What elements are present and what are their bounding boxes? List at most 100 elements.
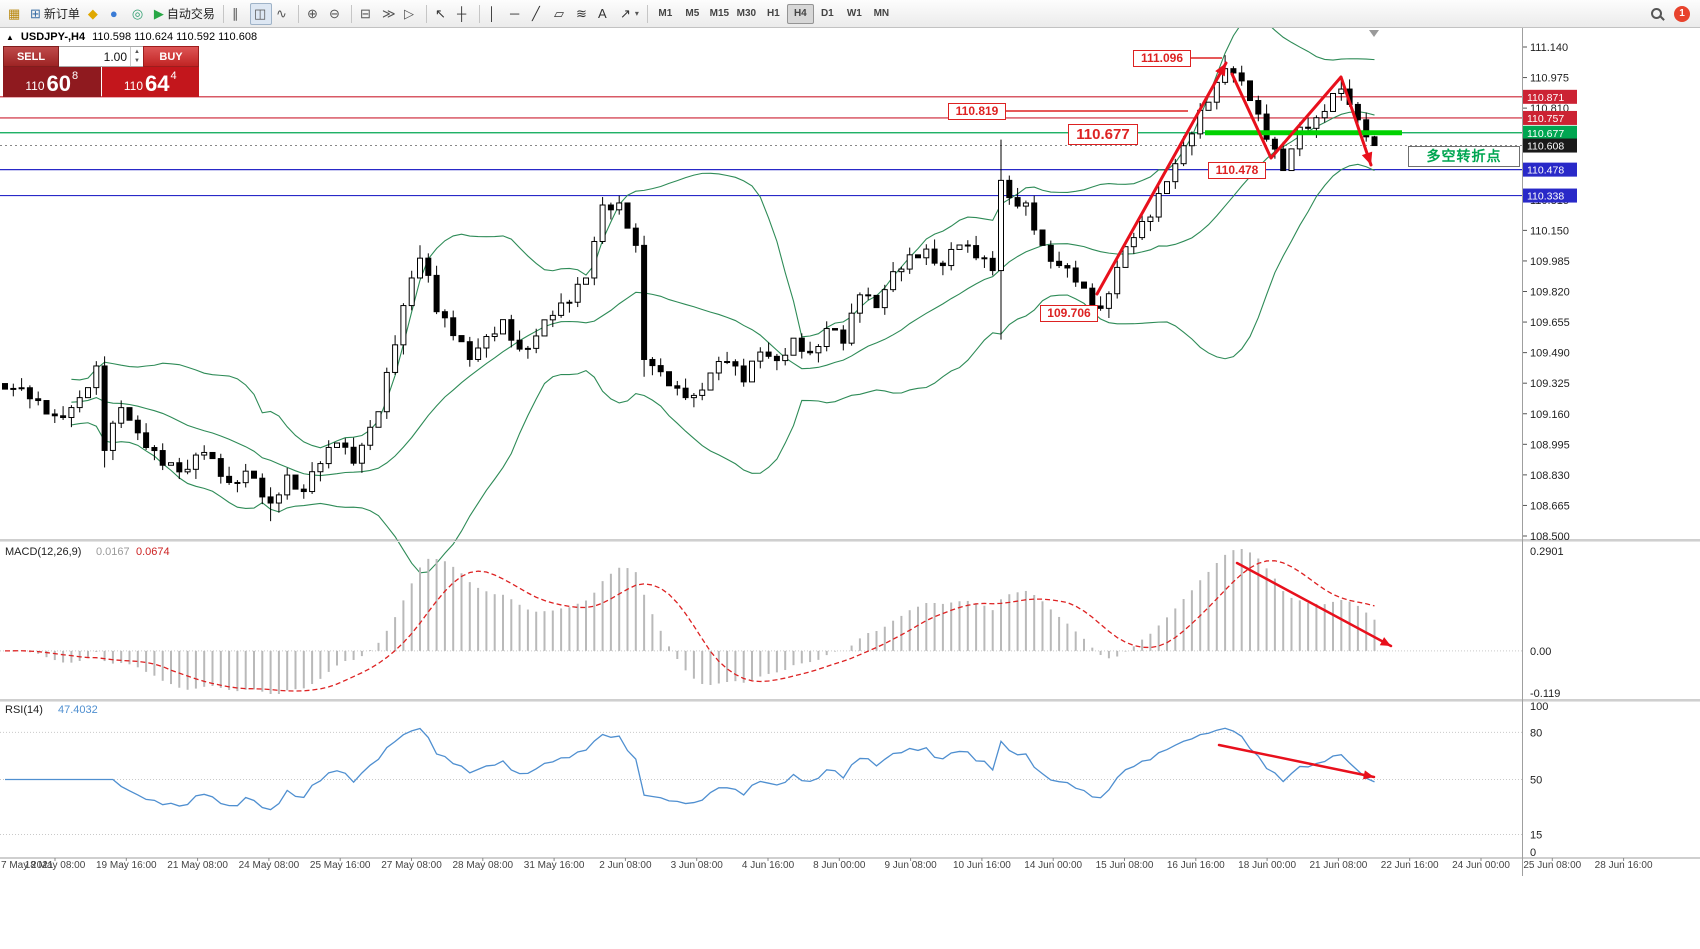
toolbar-market-watch[interactable]: ● [106,3,128,25]
price-tick-label: 111.140 [1530,42,1568,54]
buy-price[interactable]: 110 64 4 [101,67,199,97]
bollinger-band-lo [71,163,1375,574]
timeframe-m15[interactable]: M15 [706,4,733,24]
candle-body [1263,113,1270,140]
toolbar-zoom-out[interactable]: ⊖ [325,3,347,25]
candle-body [26,387,33,400]
candle-body [724,361,731,364]
toolbar-metaeditor[interactable]: ◆ [84,3,106,25]
candle-body [367,426,374,446]
rsi-line [5,727,1375,811]
candle-body [1155,193,1162,218]
timeframe-d1[interactable]: D1 [814,4,841,24]
volume-steppers[interactable]: ▲ ▼ [130,47,143,66]
candle-body [682,387,689,399]
trade-prices-row: 110 60 8 110 64 4 [3,67,199,97]
trend-arrow[interactable] [1095,61,1228,296]
toolbar-equidistant-channel[interactable]: ▱ [550,3,572,25]
volume-field[interactable]: 1.00 ▲ ▼ [59,46,143,67]
candle-body [1271,138,1278,150]
buy-button[interactable]: BUY [143,46,199,67]
trend-arrow[interactable] [1217,743,1376,779]
trend-arrow-head[interactable] [1379,637,1391,646]
volume-value[interactable]: 1.00 [103,50,127,64]
timeframe-h4[interactable]: H4 [786,3,814,24]
toolbar-trendline[interactable]: ╱ [528,3,550,25]
sell-price[interactable]: 110 60 8 [3,67,101,97]
toolbar-auto-scroll[interactable]: ≫ [378,3,400,25]
toolbar-horizontal-line[interactable]: ─ [506,3,528,25]
notification-badge[interactable]: 1 [1674,5,1690,22]
price-callout[interactable]: 110.819 [948,103,1006,120]
price-callout[interactable]: 111.096 [1133,50,1191,67]
candle-body [956,244,963,250]
timeframe-mn[interactable]: MN [868,4,895,24]
toolbar-arrows-tool[interactable]: ↗ ▾ [616,3,643,25]
trend-arrow-head[interactable] [1215,63,1226,77]
toolbar-zoom-in[interactable]: ⊕ [303,3,325,25]
toolbar-crosshair[interactable]: ┼ [453,3,475,25]
price-callout[interactable]: 110.478 [1208,162,1266,179]
timeframe-h1[interactable]: H1 [760,4,787,24]
time-label: 31 May 16:00 [524,860,585,871]
candle-body [807,350,814,354]
trend-arrow[interactable] [1235,561,1393,648]
trend-arrow-head[interactable] [1363,770,1374,780]
toolbar-cursor[interactable]: ↖ [431,3,453,25]
candle-body [259,477,266,498]
candle-body [93,365,100,389]
rsi-scale-label: 100 [1530,701,1548,713]
price-tick-label: 108.830 [1530,470,1570,482]
equidistant-channel-icon: ▱ [553,6,564,21]
toolbar-tile-windows[interactable]: ⊟ [356,3,378,25]
candle-body [234,481,241,484]
candle-body [856,294,863,314]
price-label-text: 110.338 [1527,191,1564,203]
trade-controls-row: SELL 1.00 ▲ ▼ BUY [3,46,199,67]
toolbar-fibonacci[interactable]: ≋ [572,3,594,25]
candle-body [533,335,540,349]
toolbar-text-tool[interactable]: A [594,3,616,25]
toolbar-chart-shift[interactable]: ▷ [400,3,422,25]
price-callout[interactable]: 110.677 [1068,124,1138,145]
price-callout[interactable]: 109.706 [1040,305,1098,322]
timeframe-w1[interactable]: W1 [841,4,868,24]
candle-body [1305,126,1312,129]
toolbar-auto-trading[interactable]: ▶ 自动交易 [150,3,219,25]
toolbar-new-chart[interactable]: ▦ [4,3,26,25]
toolbar-vertical-line[interactable]: │ [484,3,506,25]
toolbar-navigator[interactable]: ◎ [128,3,150,25]
trend-arrow[interactable] [1230,72,1373,167]
timeframe-m30[interactable]: M30 [733,4,760,24]
turning-point-note[interactable]: 多空转折点 [1408,146,1520,167]
tile-windows-icon: ⊟ [359,6,371,21]
trend-arrow-head[interactable] [1361,151,1373,165]
timeframe-m5[interactable]: M5 [679,4,706,24]
sell-button[interactable]: SELL [3,46,59,67]
candle-body [823,328,830,348]
candle-body [1139,220,1146,239]
search-icon[interactable] [1651,8,1662,19]
candle-body [1006,179,1013,199]
volume-up-icon[interactable]: ▲ [134,48,140,55]
toolbar-new-order[interactable]: ⊞ 新订单 [26,3,84,25]
candle-body [524,347,531,350]
timeframe-m1[interactable]: M1 [652,4,679,24]
cursor-icon: ↖ [434,6,446,21]
toolbar-chart-line[interactable]: ∿ [272,3,294,25]
candle-body [151,447,158,452]
candle-body [989,257,996,272]
zoom-out-icon: ⊖ [328,6,340,21]
toolbar-chart-bars[interactable]: ∥ [228,3,250,25]
candle-body [832,328,838,331]
new-chart-icon: ▦ [8,6,21,21]
candle-body [76,397,83,409]
candle-body [85,387,91,399]
volume-down-icon[interactable]: ▼ [134,57,140,64]
toolbar-chart-candles[interactable]: ◫ [249,2,272,25]
candle-body [1180,145,1187,165]
candle-body [848,312,855,344]
fibonacci-icon: ≋ [575,6,587,21]
